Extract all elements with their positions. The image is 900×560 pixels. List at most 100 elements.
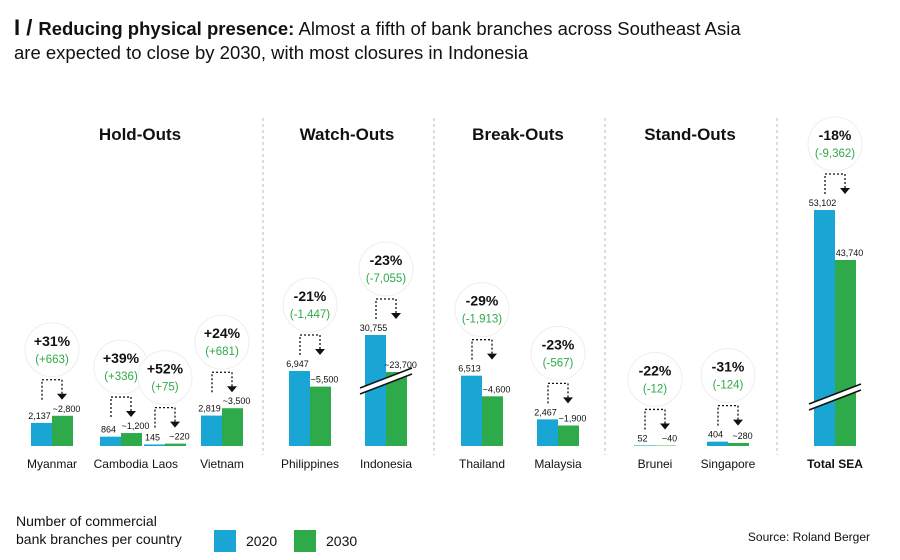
bar-2030-total-sea: [835, 260, 856, 446]
change-abs-singapore: (-124): [713, 380, 744, 392]
bar-2030-thailand: [482, 396, 503, 446]
legend: Number of commercial bank branches per c…: [16, 512, 896, 556]
change-arrow-path-total-sea: [824, 173, 846, 194]
value-label-2020-singapore: 404: [708, 430, 723, 440]
group-title-watch-outs: Watch-Outs: [300, 125, 395, 144]
bar-2020-philippines: [289, 371, 310, 446]
value-label-2020-cambodia: 864: [101, 425, 116, 435]
value-label-2020-brunei: 52: [637, 433, 647, 443]
bar-2030-vietnam: [222, 408, 243, 446]
change-pct-singapore: -31%: [712, 359, 745, 375]
change-bubble-total-sea: [807, 116, 863, 172]
bar-2020-singapore: [707, 441, 728, 446]
change-arrow-head-malaysia: [563, 397, 573, 404]
legend-caption-line-1: Number of commercial: [16, 513, 157, 529]
bar-2020-brunei: [634, 445, 655, 446]
change-bubble-malaysia: [530, 325, 586, 381]
change-bubble-indonesia: [358, 241, 414, 297]
value-label-2020-indonesia: 30,755: [360, 323, 388, 333]
value-label-2030-cambodia: ~1,200: [122, 421, 150, 431]
group-title-hold-outs: Hold-Outs: [99, 125, 181, 144]
country-label-vietnam: Vietnam: [200, 457, 244, 471]
change-pct-philippines: -21%: [294, 288, 327, 304]
axis-break-line-bottom-indonesia: [359, 373, 413, 395]
change-arrow-path-singapore: [717, 404, 739, 426]
value-label-2020-total-sea: 53,102: [809, 198, 837, 208]
change-arrow-path-myanmar: [41, 379, 63, 400]
change-arrow-path-laos: [154, 406, 176, 428]
change-arrow-head-vietnam: [227, 386, 237, 393]
change-abs-total-sea: (-9,362): [815, 148, 855, 160]
legend-item-2020: 2020: [214, 530, 277, 552]
bar-2020-thailand: [461, 375, 482, 446]
bar-2030-singapore: [728, 442, 749, 446]
change-arrow-head-indonesia: [391, 313, 401, 319]
value-label-2030-indonesia: ~23,700: [384, 360, 417, 370]
change-arrow-head-thailand: [487, 353, 497, 360]
axis-break-gap-indonesia: [360, 368, 412, 394]
change-pct-vietnam: +24%: [204, 325, 241, 341]
source-note: Source: Roland Berger: [747, 530, 870, 544]
legend-swatch-2030: [294, 530, 316, 552]
change-pct-indonesia: -23%: [370, 252, 403, 268]
bar-2030-malaysia: [558, 425, 579, 446]
value-label-2030-brunei: ~40: [662, 434, 677, 444]
country-label-indonesia: Indonesia: [360, 457, 412, 471]
legend-swatch-2020: [214, 530, 236, 552]
change-arrow-path-philippines: [299, 334, 321, 355]
change-abs-philippines: (-1,447): [290, 309, 330, 321]
value-label-2020-malaysia: 2,467: [534, 407, 557, 417]
bar-chart: Hold-Outs Watch-Outs Break-Outs Stand-Outs 2…: [24, 116, 864, 471]
chart-title-line-1: I / Reducing physical presence: Almost a …: [14, 16, 884, 41]
country-label-malaysia: Malaysia: [534, 457, 582, 471]
value-label-2020-thailand: 6,513: [458, 364, 481, 374]
chart-header: I / Reducing physical presence: Almost a …: [14, 16, 884, 65]
change-abs-brunei: (-12): [643, 383, 667, 395]
change-bubble-laos: [137, 350, 193, 406]
country-label-philippines: Philippines: [281, 457, 339, 471]
group-title-break-outs: Break-Outs: [472, 125, 564, 144]
value-label-2030-vietnam: ~3,500: [223, 396, 251, 406]
change-bubble-myanmar: [24, 322, 80, 378]
axis-break-gap-total-sea: [809, 384, 861, 410]
bar-2020-laos: [144, 444, 165, 446]
chart-title-bold: Reducing physical presence:: [38, 18, 295, 39]
change-bubble-vietnam: [194, 314, 250, 370]
bar-2020-malaysia: [537, 419, 558, 446]
axis-break-line-top-indonesia: [359, 367, 413, 389]
bar-2030-cambodia: [121, 433, 142, 446]
value-label-2030-singapore: ~280: [732, 431, 752, 441]
bar-2030-laos: [165, 443, 186, 446]
change-abs-thailand: (-1,913): [462, 314, 502, 326]
change-abs-indonesia: (-7,055): [366, 273, 406, 285]
value-label-2020-vietnam: 2,819: [198, 404, 221, 414]
change-arrow-head-myanmar: [57, 393, 67, 400]
legend-caption: Number of commercial bank branches per c…: [16, 512, 206, 548]
bar-2020-vietnam: [201, 415, 222, 446]
country-label-brunei: Brunei: [638, 457, 673, 471]
chart-title-rest: Almost a fifth of bank branches across S…: [294, 18, 741, 39]
change-pct-malaysia: -23%: [542, 336, 575, 352]
value-label-2020-philippines: 6,947: [286, 359, 309, 369]
change-arrow-path-indonesia: [375, 298, 397, 319]
bar-2020-total-sea: [814, 210, 835, 446]
change-arrow-head-cambodia: [126, 411, 136, 418]
change-pct-brunei: -22%: [639, 362, 672, 378]
change-arrow-head-philippines: [315, 349, 325, 355]
bar-2020-myanmar: [31, 422, 52, 446]
bar-2030-myanmar: [52, 415, 73, 446]
change-bubble-philippines: [282, 277, 338, 333]
value-label-2020-myanmar: 2,137: [28, 411, 51, 421]
value-label-2030-total-sea: 43,740: [836, 248, 864, 258]
bar-2020-indonesia: [365, 335, 386, 446]
change-abs-cambodia: (+336): [104, 371, 138, 383]
country-label-thailand: Thailand: [459, 457, 505, 471]
change-pct-total-sea: -18%: [819, 127, 852, 143]
value-label-2030-myanmar: ~2,800: [53, 404, 81, 414]
country-label-singapore: Singapore: [701, 457, 756, 471]
country-label-cambodia: Cambodia: [94, 457, 149, 471]
change-abs-myanmar: (+663): [35, 354, 69, 366]
change-arrow-path-malaysia: [547, 382, 569, 404]
change-arrow-head-singapore: [733, 419, 743, 426]
country-label-total-sea: Total SEA: [807, 457, 863, 471]
